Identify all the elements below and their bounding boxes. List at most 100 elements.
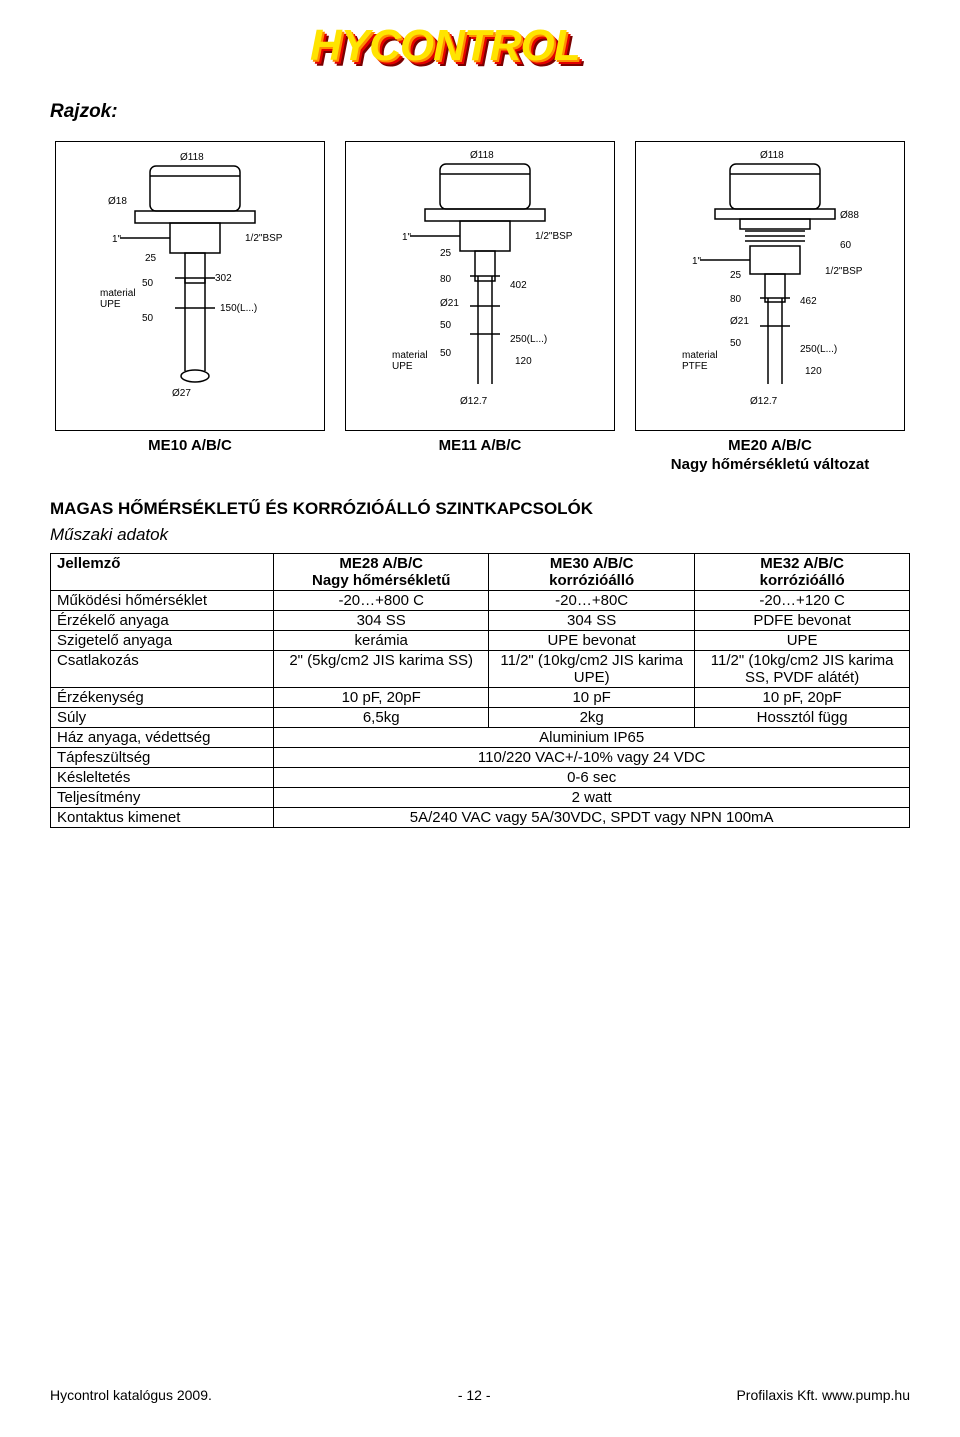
th-me28-l2: Nagy hőmérsékletű [312,572,450,589]
svg-text:250(L...): 250(L...) [510,334,547,345]
row-value: 304 SS [489,610,695,630]
spec-table-body: Működési hőmérséklet-20…+800 C-20…+80C-2… [51,590,910,827]
diagram-me10: Ø118 Ø18 1/2"BSP 1" 25 302 50 150(L...) … [55,141,325,431]
svg-text:Ø118: Ø118 [470,150,494,161]
row-span-value: 5A/240 VAC vagy 5A/30VDC, SPDT vagy NPN … [274,807,910,827]
table-row: Szigetelő anyagakerámiaUPE bevonatUPE [51,630,910,650]
row-value: 11/2" (10kg/cm2 JIS karima UPE) [489,650,695,687]
table-row: Érzékelő anyaga304 SS304 SSPDFE bevonat [51,610,910,630]
diagram-me11: Ø118 1/2"BSP 1" 25 402 80 Ø21 50 250(L..… [345,141,615,431]
row-value: 2" (5kg/cm2 JIS karima SS) [274,650,489,687]
row-label: Késleltetés [51,767,274,787]
row-label: Érzékelő anyaga [51,610,274,630]
row-label: Kontaktus kimenet [51,807,274,827]
svg-text:1/2"BSP: 1/2"BSP [825,266,863,277]
row-value: -20…+80C [489,590,695,610]
svg-text:150(L...): 150(L...) [220,303,257,314]
table-row: Késleltetés0-6 sec [51,767,910,787]
sub-heading: Műszaki adatok [50,525,910,545]
svg-text:material: material [392,350,428,361]
model-label-me11: ME11 A/B/C [345,437,615,475]
th-me28: ME28 A/B/C Nagy hőmérsékletű [274,553,489,590]
svg-text:1": 1" [692,256,702,267]
model-me20-text-line2: Nagy hőmérsékletú változat [671,456,869,473]
diagram-me20: Ø118 Ø88 60 1/2"BSP 1" 25 462 80 Ø21 50 … [635,141,905,431]
svg-text:1/2"BSP: 1/2"BSP [245,233,283,244]
th-me30-l2: korrózióálló [549,572,634,589]
row-value: UPE bevonat [489,630,695,650]
svg-text:Ø27: Ø27 [172,388,191,399]
svg-text:50: 50 [440,348,452,359]
svg-text:1": 1" [112,234,122,245]
row-value: 11/2" (10kg/cm2 JIS karima SS, PVDF alát… [695,650,910,687]
row-value: 2kg [489,707,695,727]
svg-text:50: 50 [142,278,154,289]
svg-text:120: 120 [805,366,822,377]
svg-text:material: material [682,350,718,361]
logo: HYCONTROL HYCONTROL HYCONTROL HYCONTROL [50,20,910,83]
spec-table: Jellemző ME28 A/B/C Nagy hőmérsékletű ME… [50,553,910,828]
diagram-row: Ø118 Ø18 1/2"BSP 1" 25 302 50 150(L...) … [50,141,910,431]
svg-text:50: 50 [142,313,154,324]
svg-text:Ø21: Ø21 [440,298,459,309]
svg-text:25: 25 [730,270,742,281]
row-span-value: 0-6 sec [274,767,910,787]
model-me20-text-line1: ME20 A/B/C [728,437,812,454]
table-row: Súly6,5kg2kgHossztól függ [51,707,910,727]
table-row: Ház anyaga, védettségAluminium IP65 [51,727,910,747]
th-me32-l2: korrózióálló [760,572,845,589]
svg-text:Ø118: Ø118 [760,150,784,161]
section-title: Rajzok: [50,101,910,123]
row-value: UPE [695,630,910,650]
model-label-me10: ME10 A/B/C [55,437,325,475]
svg-text:25: 25 [145,253,157,264]
row-value: 10 pF, 20pF [695,687,910,707]
row-value: 10 pF [489,687,695,707]
svg-text:Ø12.7: Ø12.7 [460,396,488,407]
table-row: Csatlakozás2" (5kg/cm2 JIS karima SS)11/… [51,650,910,687]
svg-text:Ø21: Ø21 [730,316,749,327]
page-footer: Hycontrol katalógus 2009. - 12 - Profila… [50,1387,910,1403]
svg-text:80: 80 [440,274,452,285]
row-label: Csatlakozás [51,650,274,687]
th-me32: ME32 A/B/C korrózióálló [695,553,910,590]
row-value: -20…+120 C [695,590,910,610]
svg-text:60: 60 [840,240,852,251]
model-labels-row: ME10 A/B/C ME11 A/B/C ME20 A/B/C Nagy hő… [50,437,910,475]
th-me30: ME30 A/B/C korrózióálló [489,553,695,590]
model-me10-text: ME10 A/B/C [148,437,232,454]
svg-text:50: 50 [730,338,742,349]
svg-text:1/2"BSP: 1/2"BSP [535,231,573,242]
svg-text:PTFE: PTFE [682,361,708,372]
table-row: Kontaktus kimenet5A/240 VAC vagy 5A/30VD… [51,807,910,827]
row-value: -20…+800 C [274,590,489,610]
row-value: 6,5kg [274,707,489,727]
row-value: 10 pF, 20pF [274,687,489,707]
svg-text:302: 302 [215,273,232,284]
row-value: PDFE bevonat [695,610,910,630]
table-row: Tápfeszültség110/220 VAC+/-10% vagy 24 V… [51,747,910,767]
svg-text:material: material [100,288,136,299]
row-label: Működési hőmérséklet [51,590,274,610]
svg-text:50: 50 [440,320,452,331]
footer-right: Profilaxis Kft. www.pump.hu [736,1387,910,1403]
row-span-value: 110/220 VAC+/-10% vagy 24 VDC [274,747,910,767]
svg-text:UPE: UPE [100,299,121,310]
footer-left: Hycontrol katalógus 2009. [50,1387,212,1403]
svg-text:120: 120 [515,356,532,367]
model-me11-text: ME11 A/B/C [439,437,522,454]
table-row: Érzékenység10 pF, 20pF10 pF10 pF, 20pF [51,687,910,707]
svg-text:25: 25 [440,248,452,259]
svg-text:402: 402 [510,280,527,291]
th-feature: Jellemző [51,553,274,590]
model-label-me20: ME20 A/B/C Nagy hőmérsékletú változat [635,437,905,475]
table-header-row: Jellemző ME28 A/B/C Nagy hőmérsékletű ME… [51,553,910,590]
row-span-value: 2 watt [274,787,910,807]
main-heading: MAGAS HŐMÉRSÉKLETŰ ÉS KORRÓZIÓÁLLÓ SZINT… [50,499,910,519]
th-me32-l1: ME32 A/B/C [760,555,844,572]
footer-center: - 12 - [458,1387,491,1403]
row-label: Ház anyaga, védettség [51,727,274,747]
row-label: Tápfeszültség [51,747,274,767]
svg-text:Ø118: Ø118 [180,152,204,163]
th-me28-l1: ME28 A/B/C [339,555,423,572]
